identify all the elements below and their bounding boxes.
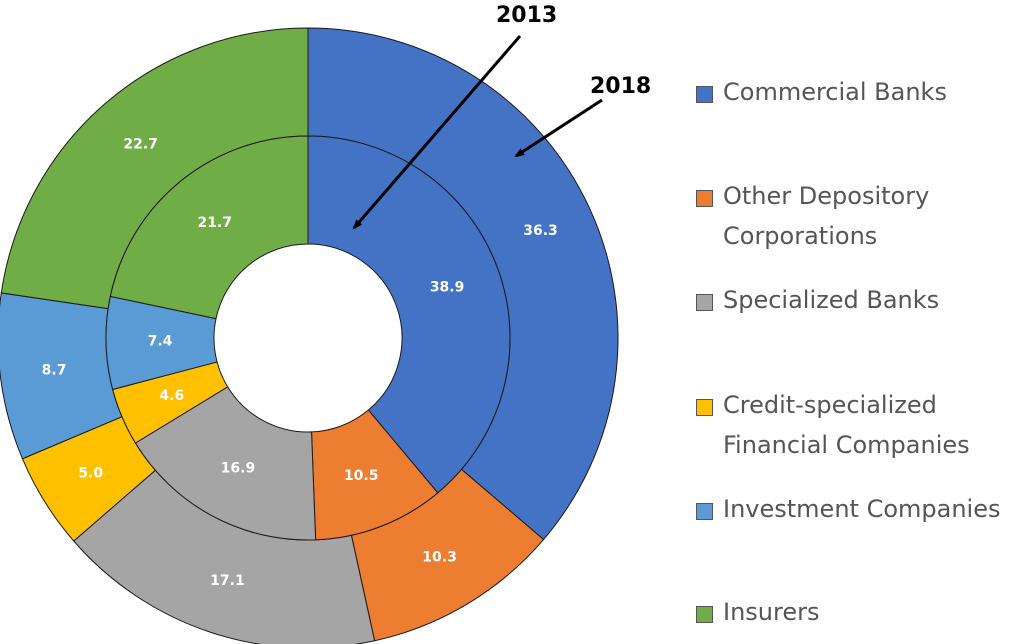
arrow-2013 bbox=[352, 35, 522, 230]
legend-label: Commercial Banks bbox=[723, 78, 947, 106]
data-label-2013-commercial-banks: 38.9 bbox=[430, 279, 465, 295]
legend-item-investment-companies: Investment Companies bbox=[696, 495, 1023, 529]
data-label-2018-specialized-banks: 17.1 bbox=[210, 573, 245, 589]
data-label-2018-investment-companies: 8.7 bbox=[42, 362, 67, 378]
data-label-2013-insurers: 21.7 bbox=[197, 215, 232, 231]
data-label-2018-credit-specialized: 5.0 bbox=[78, 465, 103, 481]
legend: Commercial Banks Other Depository Corpor… bbox=[696, 0, 1024, 644]
slice-labels: 38.9 10.5 16.9 4.6 7.4 21.7 36.3 10.3 17.1 5.0 8.7… bbox=[42, 136, 558, 589]
legend-swatch bbox=[696, 294, 713, 311]
data-label-2013-investment-companies: 7.4 bbox=[148, 334, 173, 350]
legend-swatch bbox=[696, 606, 713, 623]
data-label-2018-insurers: 22.7 bbox=[123, 136, 158, 152]
legend-item-other-depository: Other Depository Corporations bbox=[696, 182, 1023, 256]
legend-item-insurers: Insurers bbox=[696, 598, 1023, 632]
legend-swatch bbox=[696, 86, 713, 103]
legend-item-commercial-banks: Commercial Banks bbox=[696, 78, 1023, 112]
slice-2013-insurers bbox=[109, 135, 309, 320]
legend-label: Other Depository Corporations bbox=[723, 182, 930, 250]
data-label-2013-other-depository: 10.5 bbox=[344, 468, 379, 484]
legend-label: Specialized Banks bbox=[723, 286, 940, 314]
series-label-2018: 2018 bbox=[590, 74, 651, 99]
data-label-2018-other-depository: 10.3 bbox=[422, 550, 457, 566]
legend-label: Insurers bbox=[723, 598, 820, 626]
legend-swatch bbox=[696, 399, 713, 416]
legend-swatch bbox=[696, 190, 713, 207]
legend-item-specialized-banks: Specialized Banks bbox=[696, 286, 1023, 320]
data-label-2013-specialized-banks: 16.9 bbox=[221, 460, 256, 476]
arrow-2018 bbox=[514, 98, 603, 158]
legend-swatch bbox=[696, 503, 713, 520]
data-label-2013-credit-specialized: 4.6 bbox=[159, 388, 184, 404]
legend-label: Investment Companies bbox=[723, 495, 1001, 523]
data-label-2018-commercial-banks: 36.3 bbox=[523, 223, 558, 239]
slice-2013-specialized-banks bbox=[134, 386, 317, 541]
legend-item-credit-specialized: Credit-specialized Financial Companies bbox=[696, 391, 1023, 465]
legend-label: Credit-specialized Financial Companies bbox=[723, 391, 970, 459]
outer-ring-2018 bbox=[0, 27, 619, 644]
series-label-2013: 2013 bbox=[496, 3, 557, 28]
